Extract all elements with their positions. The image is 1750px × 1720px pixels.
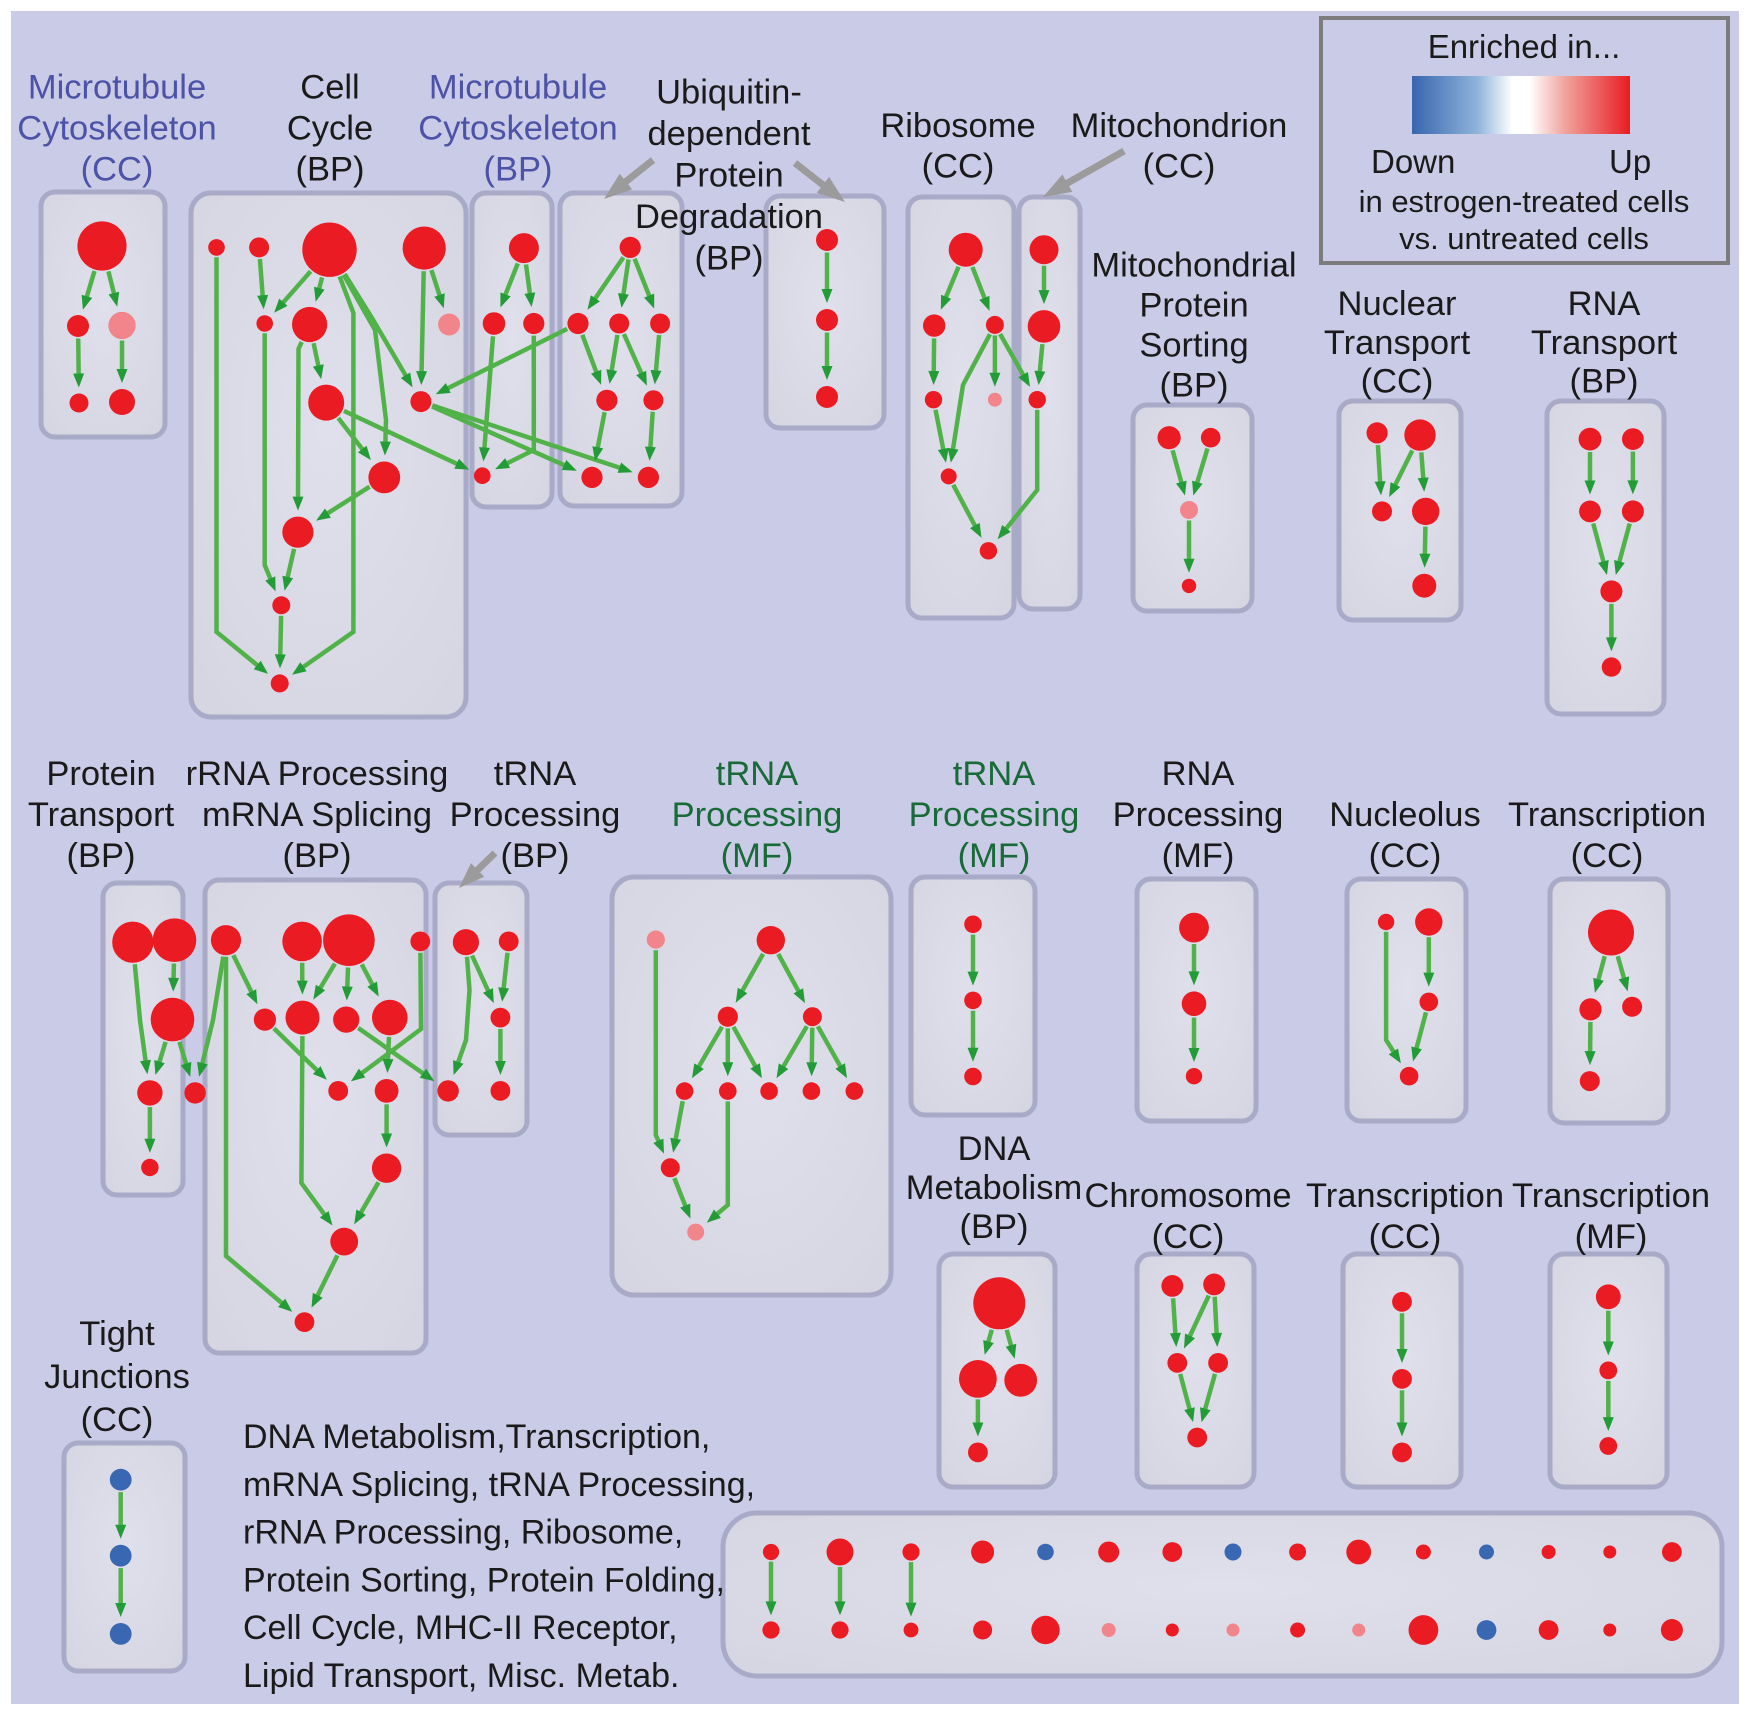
svg-text:(MF): (MF) — [1162, 837, 1235, 875]
svg-text:Degradation: Degradation — [635, 198, 823, 236]
svg-text:Ubiquitin-: Ubiquitin- — [656, 74, 802, 112]
svg-text:Up: Up — [1609, 143, 1651, 180]
svg-text:rRNA Processing: rRNA Processing — [186, 755, 449, 793]
svg-text:(BP): (BP) — [484, 151, 553, 189]
svg-text:Enriched in...: Enriched in... — [1428, 28, 1621, 65]
svg-text:mRNA Splicing, tRNA Processing: mRNA Splicing, tRNA Processing, — [243, 1466, 755, 1504]
svg-text:(BP): (BP) — [695, 240, 764, 278]
svg-text:(BP): (BP) — [1160, 367, 1229, 405]
svg-text:Protein Sorting, Protein Foldi: Protein Sorting, Protein Folding, — [243, 1561, 725, 1599]
svg-text:Nuclear: Nuclear — [1338, 285, 1457, 323]
svg-text:Microtubule: Microtubule — [28, 69, 206, 107]
svg-text:(CC): (CC) — [1369, 837, 1442, 875]
svg-text:(BP): (BP) — [501, 837, 570, 875]
svg-text:tRNA: tRNA — [494, 755, 576, 793]
svg-text:Sorting: Sorting — [1139, 327, 1248, 365]
svg-text:(MF): (MF) — [958, 837, 1031, 875]
svg-text:(CC): (CC) — [81, 1401, 154, 1439]
svg-text:Transport: Transport — [1324, 324, 1471, 362]
svg-text:Microtubule: Microtubule — [429, 69, 607, 107]
svg-text:RNA: RNA — [1568, 285, 1641, 323]
svg-text:Tight: Tight — [79, 1315, 155, 1353]
svg-text:(BP): (BP) — [296, 151, 365, 189]
svg-text:Nucleolus: Nucleolus — [1329, 796, 1481, 834]
svg-text:Processing: Processing — [1113, 796, 1284, 834]
svg-text:Junctions: Junctions — [44, 1358, 190, 1396]
svg-text:Transcription: Transcription — [1508, 796, 1706, 834]
svg-text:Metabolism: Metabolism — [906, 1169, 1082, 1207]
svg-text:(MF): (MF) — [1575, 1218, 1648, 1256]
svg-text:(CC): (CC) — [1369, 1218, 1442, 1256]
svg-text:Protein: Protein — [1139, 287, 1248, 325]
svg-text:(BP): (BP) — [67, 837, 136, 875]
svg-text:Down: Down — [1371, 143, 1455, 180]
svg-text:(CC): (CC) — [922, 148, 995, 186]
svg-text:in estrogen-treated cells: in estrogen-treated cells — [1359, 184, 1690, 219]
svg-text:Cell Cycle, MHC-II Receptor,: Cell Cycle, MHC-II Receptor, — [243, 1609, 678, 1647]
svg-text:Cytoskeleton: Cytoskeleton — [418, 110, 617, 148]
svg-text:(CC): (CC) — [81, 151, 154, 189]
svg-text:(CC): (CC) — [1152, 1218, 1225, 1256]
svg-text:RNA: RNA — [1162, 755, 1235, 793]
svg-text:Chromosome: Chromosome — [1084, 1177, 1291, 1215]
svg-text:Processing: Processing — [672, 796, 843, 834]
svg-text:Processing: Processing — [450, 796, 621, 834]
svg-text:(BP): (BP) — [1570, 363, 1639, 401]
svg-text:vs. untreated cells: vs. untreated cells — [1399, 221, 1649, 256]
svg-text:dependent: dependent — [647, 115, 810, 153]
svg-text:DNA: DNA — [958, 1130, 1031, 1168]
svg-text:Mitochondrial: Mitochondrial — [1091, 247, 1296, 285]
svg-text:Ribosome: Ribosome — [880, 107, 1035, 145]
svg-text:Processing: Processing — [909, 796, 1080, 834]
svg-text:(CC): (CC) — [1361, 363, 1434, 401]
svg-text:(BP): (BP) — [283, 837, 352, 875]
svg-text:Transport: Transport — [1531, 324, 1678, 362]
svg-text:(CC): (CC) — [1143, 148, 1216, 186]
svg-text:DNA Metabolism,Transcription,: DNA Metabolism,Transcription, — [243, 1418, 710, 1456]
svg-text:Protein: Protein — [674, 157, 783, 195]
svg-text:tRNA: tRNA — [716, 755, 798, 793]
svg-text:rRNA Processing, Ribosome,: rRNA Processing, Ribosome, — [243, 1514, 683, 1552]
svg-text:Cytoskeleton: Cytoskeleton — [17, 110, 216, 148]
svg-text:Mitochondrion: Mitochondrion — [1071, 107, 1288, 145]
svg-text:Protein: Protein — [46, 755, 155, 793]
svg-text:Transcription: Transcription — [1512, 1177, 1710, 1215]
svg-text:mRNA Splicing: mRNA Splicing — [202, 796, 432, 834]
svg-text:Lipid Transport, Misc. Metab.: Lipid Transport, Misc. Metab. — [243, 1657, 680, 1695]
svg-text:Cell: Cell — [300, 69, 359, 107]
svg-text:(BP): (BP) — [960, 1208, 1029, 1246]
svg-text:Cycle: Cycle — [287, 110, 373, 148]
svg-text:(MF): (MF) — [721, 837, 794, 875]
svg-text:(CC): (CC) — [1571, 837, 1644, 875]
svg-text:Transcription: Transcription — [1306, 1177, 1504, 1215]
svg-text:Transport: Transport — [28, 796, 175, 834]
svg-text:tRNA: tRNA — [953, 755, 1035, 793]
